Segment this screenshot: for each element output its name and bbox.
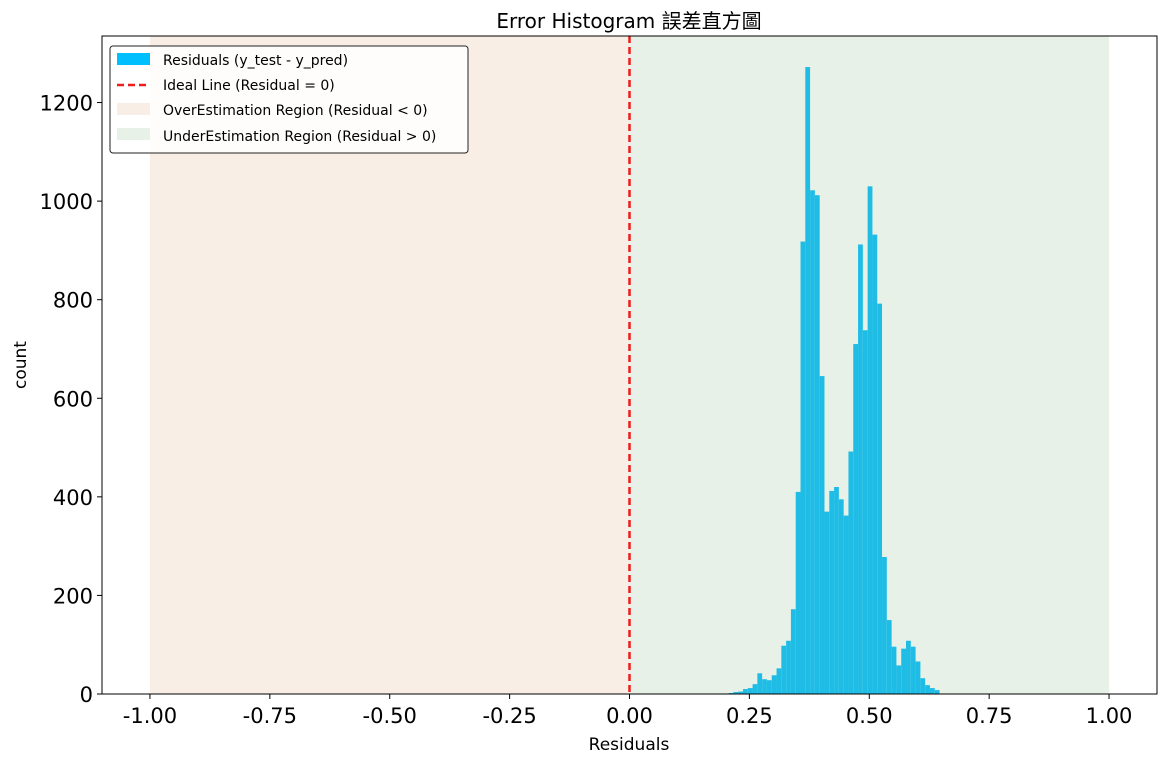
y-axis-ticks: 0 200 400 600 800 1000 1200 (40, 92, 102, 707)
x-axis-ticks: -1.00 -0.75 -0.50 -0.25 0.00 0.25 0.50 0.75 1.00 (123, 694, 1133, 728)
histogram-bar (800, 241, 806, 694)
histogram-bar (867, 186, 873, 694)
y-tick-label: 1000 (40, 190, 93, 214)
legend-label-ideal-line: Ideal Line (Residual = 0) (163, 78, 335, 94)
histogram-bar (848, 451, 854, 694)
histogram-bar (920, 678, 926, 694)
histogram-bar (790, 609, 796, 694)
histogram-bar (805, 67, 811, 694)
histogram-bar (925, 685, 930, 694)
histogram-bar (858, 244, 863, 695)
histogram-bar (757, 673, 763, 694)
legend-label-overestimation: OverEstimation Region (Residual < 0) (163, 103, 428, 119)
histogram-bar (776, 668, 782, 694)
y-tick-label: 1200 (40, 92, 93, 116)
y-tick-label: 800 (53, 289, 93, 313)
x-tick-label: -0.50 (363, 704, 417, 728)
y-axis-label: count (11, 341, 31, 389)
histogram-bar (929, 688, 935, 694)
x-tick-label: 0.50 (846, 704, 893, 728)
legend-box (109, 45, 469, 154)
histogram-bar (882, 556, 887, 694)
histogram-bar (766, 680, 772, 694)
legend: Residuals (y_test - y_pred) Ideal Line (… (109, 45, 469, 154)
histogram-bars (728, 67, 940, 695)
histogram-bar (891, 646, 897, 694)
histogram-bar (814, 195, 820, 695)
chart-title: Error Histogram 誤差直方圖 (496, 9, 761, 33)
histogram-bar (752, 684, 758, 694)
x-tick-label: -1.00 (123, 704, 177, 728)
histogram-bar (824, 511, 830, 694)
legend-swatch-residuals (117, 53, 150, 65)
histogram-bar (872, 234, 878, 694)
histogram-bar (906, 640, 911, 694)
histogram-bar (762, 679, 767, 694)
histogram-bar (915, 661, 921, 694)
x-tick-label: -0.75 (243, 704, 297, 728)
histogram-bar (810, 190, 815, 695)
histogram-bar (795, 491, 801, 694)
histogram-bar (771, 675, 777, 694)
histogram-bar (862, 330, 868, 694)
y-tick-label: 200 (53, 584, 93, 608)
x-axis-label: Residuals (589, 735, 670, 755)
x-tick-label: 1.00 (1086, 704, 1133, 728)
histogram-bar (886, 620, 892, 694)
histogram-bar (742, 689, 748, 694)
histogram-bar (747, 688, 753, 694)
x-tick-label: -0.25 (482, 704, 536, 728)
histogram-bar (934, 690, 940, 694)
legend-swatch-underestimation (117, 128, 150, 140)
histogram-bar (733, 692, 739, 694)
x-tick-label: 0.00 (606, 704, 653, 728)
histogram-bar (910, 646, 916, 694)
histogram-bar (829, 490, 835, 694)
y-tick-label: 400 (53, 486, 93, 510)
histogram-bar (781, 645, 787, 694)
histogram-bar (896, 665, 902, 694)
histogram-bar (843, 515, 849, 694)
histogram-bar (834, 486, 839, 694)
x-tick-label: 0.25 (726, 704, 773, 728)
y-tick-label: 0 (80, 683, 93, 707)
histogram-bar (819, 376, 825, 694)
histogram-bar (901, 648, 907, 694)
histogram-bar (877, 303, 883, 694)
y-tick-label: 600 (53, 387, 93, 411)
histogram-bar (838, 499, 844, 694)
histogram-bar (786, 640, 791, 694)
legend-label-underestimation: UnderEstimation Region (Residual > 0) (163, 129, 436, 145)
histogram-bar (738, 691, 743, 694)
legend-swatch-overestimation (117, 103, 150, 115)
legend-label-residuals: Residuals (y_test - y_pred) (163, 53, 348, 69)
x-tick-label: 0.75 (966, 704, 1013, 728)
histogram-bar (853, 344, 859, 694)
